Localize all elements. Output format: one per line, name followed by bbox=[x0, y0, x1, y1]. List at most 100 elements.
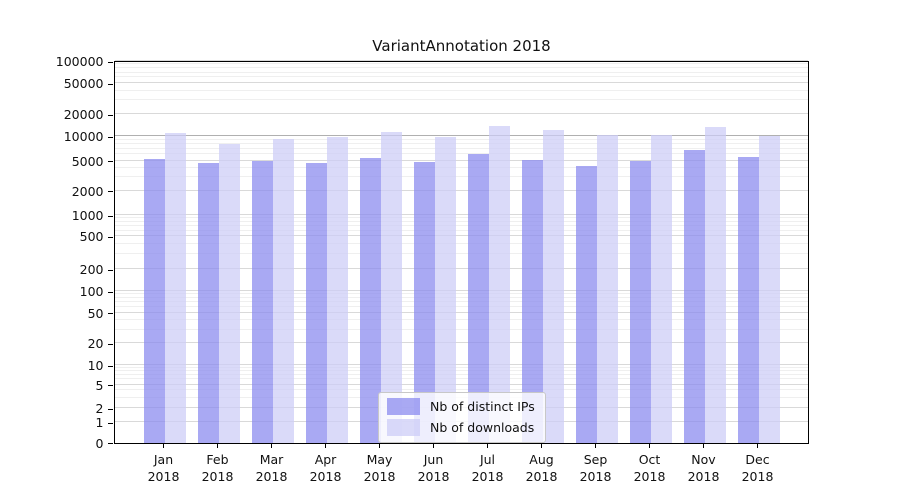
gridline-major bbox=[114, 189, 808, 191]
y-tick-label: 100000 bbox=[55, 54, 104, 69]
y-tick-mark bbox=[107, 191, 113, 192]
bar-nb-of-downloads-dec bbox=[758, 136, 780, 443]
y-tick-label: 2000 bbox=[71, 183, 104, 199]
gridline-major bbox=[114, 383, 808, 385]
gridline-minor bbox=[114, 318, 808, 320]
gridline-minor bbox=[114, 366, 808, 368]
x-tick-label-jan: Jan 2018 bbox=[147, 451, 180, 484]
x-tick-label-oct: Oct 2018 bbox=[633, 451, 666, 484]
gridline-minor bbox=[114, 139, 808, 140]
bar-nb-of-distinct-ips-sep bbox=[575, 165, 597, 443]
bar-nb-of-distinct-ips-feb bbox=[197, 163, 219, 443]
legend-swatch-distinct-ips bbox=[387, 398, 420, 415]
bar-nb-of-distinct-ips-apr bbox=[305, 162, 327, 443]
bar-nb-of-downloads-jul bbox=[488, 125, 510, 443]
y-tick-mark bbox=[107, 136, 113, 138]
gridline-minor bbox=[114, 389, 808, 391]
gridline-minor bbox=[114, 67, 808, 69]
legend-label: Nb of distinct IPs bbox=[430, 399, 535, 414]
x-tick-mark bbox=[649, 443, 650, 448]
gridline-major bbox=[114, 60, 808, 61]
y-tick-label: 500 bbox=[79, 229, 104, 244]
gridline-minor bbox=[114, 147, 808, 149]
x-tick-mark bbox=[757, 443, 758, 448]
bar-nb-of-downloads-feb bbox=[218, 143, 240, 443]
legend-item-distinct-ips: Nb of distinct IPs bbox=[387, 398, 535, 415]
gridline-minor bbox=[114, 143, 808, 145]
x-tick-label-sep: Sep 2018 bbox=[579, 451, 612, 484]
gridline-minor bbox=[114, 296, 808, 298]
legend: Nb of distinct IPs Nb of downloads bbox=[378, 392, 546, 443]
x-tick-label-aug: Aug 2018 bbox=[525, 451, 558, 484]
y-tick-mark bbox=[107, 269, 113, 271]
gridline-major bbox=[114, 135, 808, 137]
gridline-major bbox=[114, 268, 808, 269]
gridline-minor bbox=[114, 301, 808, 303]
y-tick-mark bbox=[107, 408, 113, 410]
x-tick-mark bbox=[595, 443, 596, 448]
y-tick-mark bbox=[107, 215, 113, 217]
y-tick-mark bbox=[107, 385, 113, 386]
x-tick-label-dec: Dec 2018 bbox=[741, 451, 774, 484]
x-tick-label-apr: Apr 2018 bbox=[309, 451, 342, 484]
bar-nb-of-downloads-may bbox=[380, 131, 402, 443]
y-tick-mark bbox=[107, 343, 113, 345]
y-tick-label: 10 bbox=[87, 358, 104, 373]
y-tick-label: 10000 bbox=[63, 129, 104, 145]
legend-label: Nb of downloads bbox=[430, 420, 535, 435]
y-tick-mark bbox=[107, 365, 113, 367]
y-tick-mark bbox=[107, 161, 113, 163]
gridline-minor bbox=[114, 374, 808, 375]
gridline-minor bbox=[114, 253, 808, 255]
y-tick-mark bbox=[107, 114, 113, 116]
x-tick-mark bbox=[541, 443, 542, 448]
gridline-major bbox=[114, 290, 808, 291]
y-tick-mark bbox=[107, 313, 113, 314]
y-tick-label: 5 bbox=[95, 377, 104, 393]
bar-nb-of-downloads-sep bbox=[596, 135, 618, 443]
x-tick-mark bbox=[379, 443, 380, 448]
bar-nb-of-distinct-ips-dec bbox=[737, 156, 759, 443]
gridline-minor bbox=[114, 220, 808, 222]
x-tick-mark bbox=[325, 443, 326, 448]
gridline-minor bbox=[114, 293, 808, 295]
bar-nb-of-downloads-apr bbox=[326, 136, 348, 443]
gridline-minor bbox=[114, 166, 808, 168]
bar-nb-of-downloads-nov bbox=[704, 126, 726, 443]
bar-nb-of-distinct-ips-jul bbox=[467, 154, 489, 443]
gridline-minor bbox=[114, 229, 808, 231]
bar-nb-of-downloads-mar bbox=[272, 139, 294, 443]
x-tick-label-mar: Mar 2018 bbox=[255, 451, 288, 484]
y-tick-label: 50 bbox=[87, 305, 104, 321]
bar-nb-of-distinct-ips-oct bbox=[629, 160, 651, 443]
gridline-minor bbox=[114, 89, 808, 91]
gridline-minor bbox=[114, 153, 808, 155]
bar-nb-of-distinct-ips-jan bbox=[143, 158, 165, 443]
x-tick-mark bbox=[433, 443, 434, 448]
gridline-major bbox=[114, 311, 808, 313]
x-tick-mark bbox=[217, 443, 218, 448]
y-tick-label: 2 bbox=[95, 401, 104, 416]
y-tick-label: 5000 bbox=[71, 153, 104, 169]
gridline-major bbox=[114, 82, 808, 84]
gridline-major bbox=[114, 364, 808, 365]
gridline-minor bbox=[114, 370, 808, 372]
y-tick-label: 1000 bbox=[71, 208, 104, 223]
x-tick-mark bbox=[271, 443, 272, 448]
bar-nb-of-downloads-jan bbox=[164, 133, 186, 443]
y-tick-label: 0 bbox=[95, 435, 104, 451]
gridline-minor bbox=[114, 71, 808, 73]
y-tick-label: 200 bbox=[79, 262, 104, 277]
gridline-major bbox=[114, 113, 808, 114]
x-tick-label-nov: Nov 2018 bbox=[687, 451, 720, 484]
x-tick-mark bbox=[487, 443, 488, 448]
gridline-major bbox=[114, 342, 808, 343]
gridline-minor bbox=[114, 328, 808, 330]
gridline-major bbox=[114, 214, 808, 215]
gridline-minor bbox=[114, 63, 808, 65]
x-tick-label-may: May 2018 bbox=[363, 451, 396, 484]
bar-nb-of-distinct-ips-nov bbox=[683, 150, 705, 443]
gridline-minor bbox=[114, 217, 808, 219]
y-tick-label: 20000 bbox=[63, 107, 104, 122]
